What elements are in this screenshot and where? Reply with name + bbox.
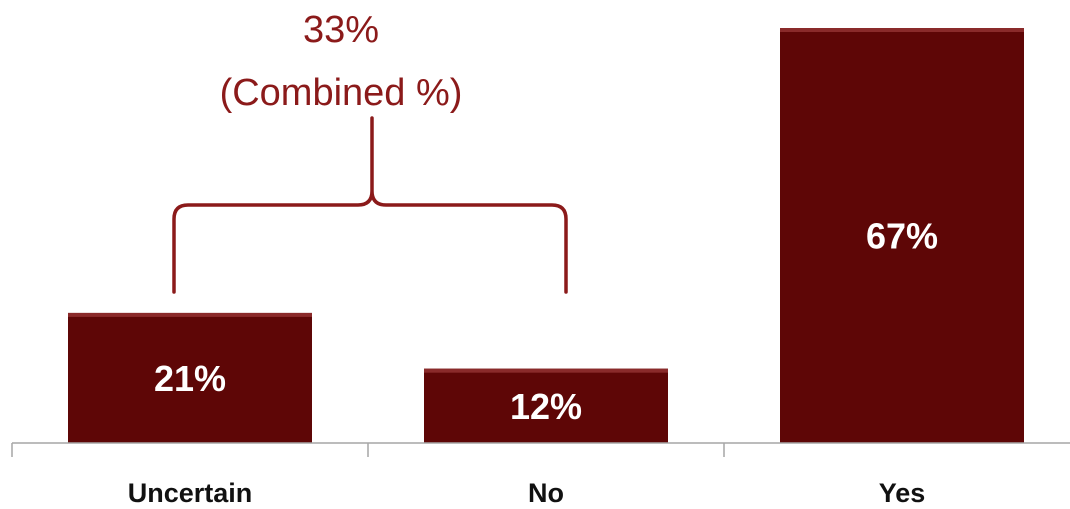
- bar-top-highlight: [424, 369, 668, 373]
- bar-top-highlight: [780, 28, 1024, 32]
- data-label-uncertain: 21%: [154, 358, 226, 399]
- annotation-percent: 33%: [303, 9, 379, 51]
- x-axis-ticks: [12, 443, 724, 457]
- combined-brace: [174, 118, 566, 292]
- data-label-yes: 67%: [866, 216, 938, 257]
- category-label-uncertain: Uncertain: [128, 478, 253, 508]
- category-label-yes: Yes: [879, 478, 926, 508]
- category-labels-group: Uncertain No Yes: [128, 478, 926, 508]
- bar-top-highlight: [68, 313, 312, 317]
- data-label-no: 12%: [510, 386, 582, 427]
- category-label-no: No: [528, 478, 564, 508]
- annotation-caption: (Combined %): [220, 72, 463, 114]
